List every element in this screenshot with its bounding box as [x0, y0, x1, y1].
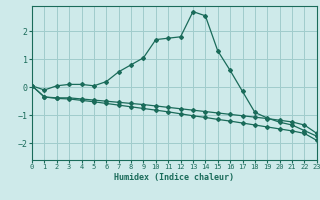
X-axis label: Humidex (Indice chaleur): Humidex (Indice chaleur) [115, 173, 234, 182]
